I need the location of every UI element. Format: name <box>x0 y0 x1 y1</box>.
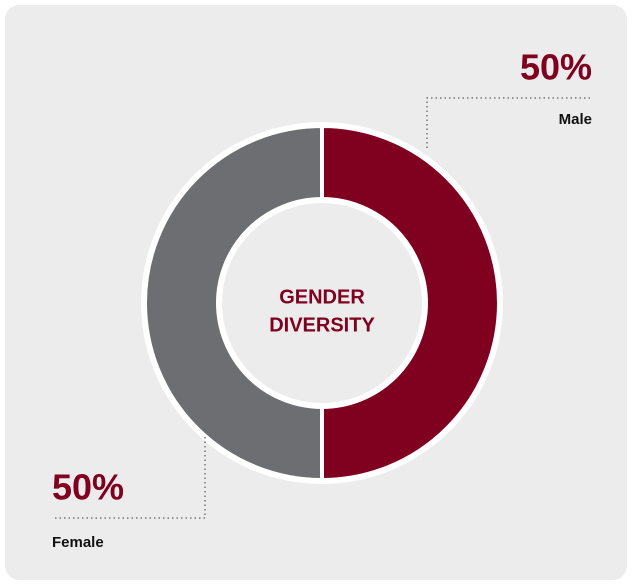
category-label: Female <box>52 534 104 551</box>
center-label: DIVERSITY <box>269 314 375 336</box>
value-label: 50% <box>520 47 592 88</box>
inner-ring <box>218 199 426 407</box>
category-label: Male <box>559 111 592 128</box>
leader-line <box>426 97 592 148</box>
leader-line <box>52 437 206 519</box>
outer-ring <box>141 122 503 484</box>
center-label: GENDER <box>279 286 365 308</box>
value-label: 50% <box>52 467 124 508</box>
